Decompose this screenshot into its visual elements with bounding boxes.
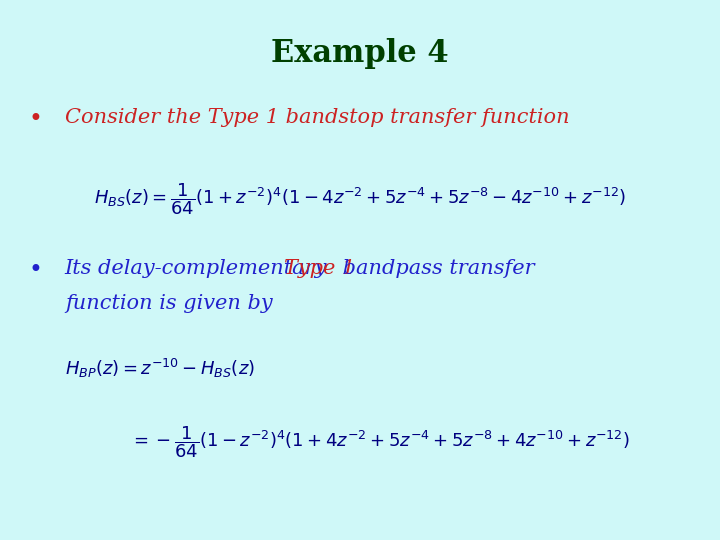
Text: $H_{BS}(z) = \dfrac{1}{64}(1+z^{-2})^4(1-4z^{-2}+5z^{-4}+5z^{-8}-4z^{-10}+z^{-12: $H_{BS}(z) = \dfrac{1}{64}(1+z^{-2})^4(1… <box>94 181 626 217</box>
Text: $H_{BP}(z) = z^{-10} - H_{BS}(z)$: $H_{BP}(z) = z^{-10} - H_{BS}(z)$ <box>65 356 255 380</box>
Text: Example 4: Example 4 <box>271 38 449 69</box>
Text: bandpass transfer: bandpass transfer <box>336 259 535 278</box>
Text: •: • <box>29 108 42 131</box>
Text: $= -\dfrac{1}{64}(1-z^{-2})^4(1+4z^{-2}+5z^{-4}+5z^{-8}+4z^{-10}+z^{-12})$: $= -\dfrac{1}{64}(1-z^{-2})^4(1+4z^{-2}+… <box>130 424 629 460</box>
Text: Consider the Type 1 bandstop transfer function: Consider the Type 1 bandstop transfer fu… <box>65 108 570 127</box>
Text: Type 1: Type 1 <box>284 259 356 278</box>
Text: •: • <box>29 259 42 282</box>
Text: Its delay-complementary: Its delay-complementary <box>65 259 334 278</box>
Text: function is given by: function is given by <box>65 294 272 313</box>
